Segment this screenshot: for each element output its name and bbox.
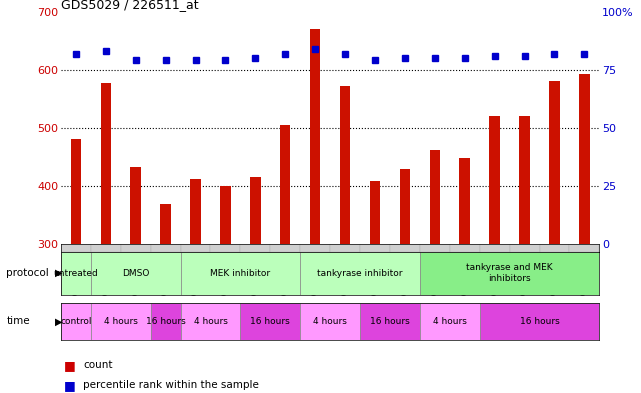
Text: MEK inhibitor: MEK inhibitor: [210, 269, 271, 277]
Bar: [510, 244, 540, 252]
Text: protocol: protocol: [6, 268, 49, 278]
Text: untreated: untreated: [53, 269, 98, 277]
Text: ■: ■: [64, 378, 76, 392]
Text: count: count: [83, 360, 113, 371]
Bar: [569, 244, 599, 252]
Text: 16 hours: 16 hours: [146, 317, 185, 326]
Text: DMSO: DMSO: [122, 269, 149, 277]
Bar: [91, 252, 181, 295]
Bar: [151, 244, 181, 252]
Bar: [460, 158, 470, 244]
Bar: [91, 244, 121, 252]
Bar: [300, 252, 420, 295]
Bar: [151, 303, 181, 340]
Bar: [390, 244, 420, 252]
Text: tankyrase inhibitor: tankyrase inhibitor: [317, 269, 403, 277]
Bar: [429, 150, 440, 244]
Bar: [131, 167, 141, 244]
Text: GDS5029 / 226511_at: GDS5029 / 226511_at: [61, 0, 199, 11]
Text: 16 hours: 16 hours: [370, 317, 410, 326]
Bar: [450, 244, 479, 252]
Bar: [490, 116, 500, 244]
Text: 4 hours: 4 hours: [104, 317, 138, 326]
Text: time: time: [6, 316, 30, 326]
Bar: [210, 244, 240, 252]
Bar: [420, 303, 479, 340]
Bar: [330, 244, 360, 252]
Text: ■: ■: [64, 359, 76, 372]
Bar: [310, 29, 320, 244]
Text: 4 hours: 4 hours: [313, 317, 347, 326]
Bar: [240, 244, 271, 252]
Bar: [181, 303, 240, 340]
Bar: [280, 125, 290, 244]
Bar: [160, 204, 171, 244]
Bar: [360, 303, 420, 340]
Bar: [121, 244, 151, 252]
Bar: [420, 244, 450, 252]
Bar: [549, 81, 560, 244]
Bar: [91, 303, 151, 340]
Bar: [101, 83, 111, 244]
Bar: [540, 244, 569, 252]
Text: 4 hours: 4 hours: [433, 317, 467, 326]
Bar: [479, 244, 510, 252]
Bar: [519, 116, 529, 244]
Text: control: control: [60, 317, 92, 326]
Text: ▶: ▶: [54, 316, 62, 326]
Bar: [340, 86, 351, 244]
Bar: [190, 179, 201, 244]
Bar: [61, 244, 91, 252]
Bar: [181, 244, 210, 252]
Text: ▶: ▶: [54, 268, 62, 278]
Text: tankyrase and MEK
inhibitors: tankyrase and MEK inhibitors: [466, 263, 553, 283]
Bar: [579, 74, 590, 244]
Bar: [300, 244, 330, 252]
Text: 16 hours: 16 hours: [520, 317, 560, 326]
Text: 16 hours: 16 hours: [251, 317, 290, 326]
Bar: [271, 244, 300, 252]
Text: percentile rank within the sample: percentile rank within the sample: [83, 380, 259, 390]
Bar: [400, 169, 410, 244]
Text: 4 hours: 4 hours: [194, 317, 228, 326]
Bar: [250, 177, 260, 244]
Bar: [420, 252, 599, 295]
Bar: [300, 303, 360, 340]
Bar: [221, 186, 231, 244]
Bar: [61, 252, 91, 295]
Bar: [240, 303, 300, 340]
Bar: [479, 303, 599, 340]
Bar: [370, 181, 380, 244]
Bar: [71, 140, 81, 244]
Bar: [181, 252, 300, 295]
Bar: [61, 303, 91, 340]
Bar: [360, 244, 390, 252]
